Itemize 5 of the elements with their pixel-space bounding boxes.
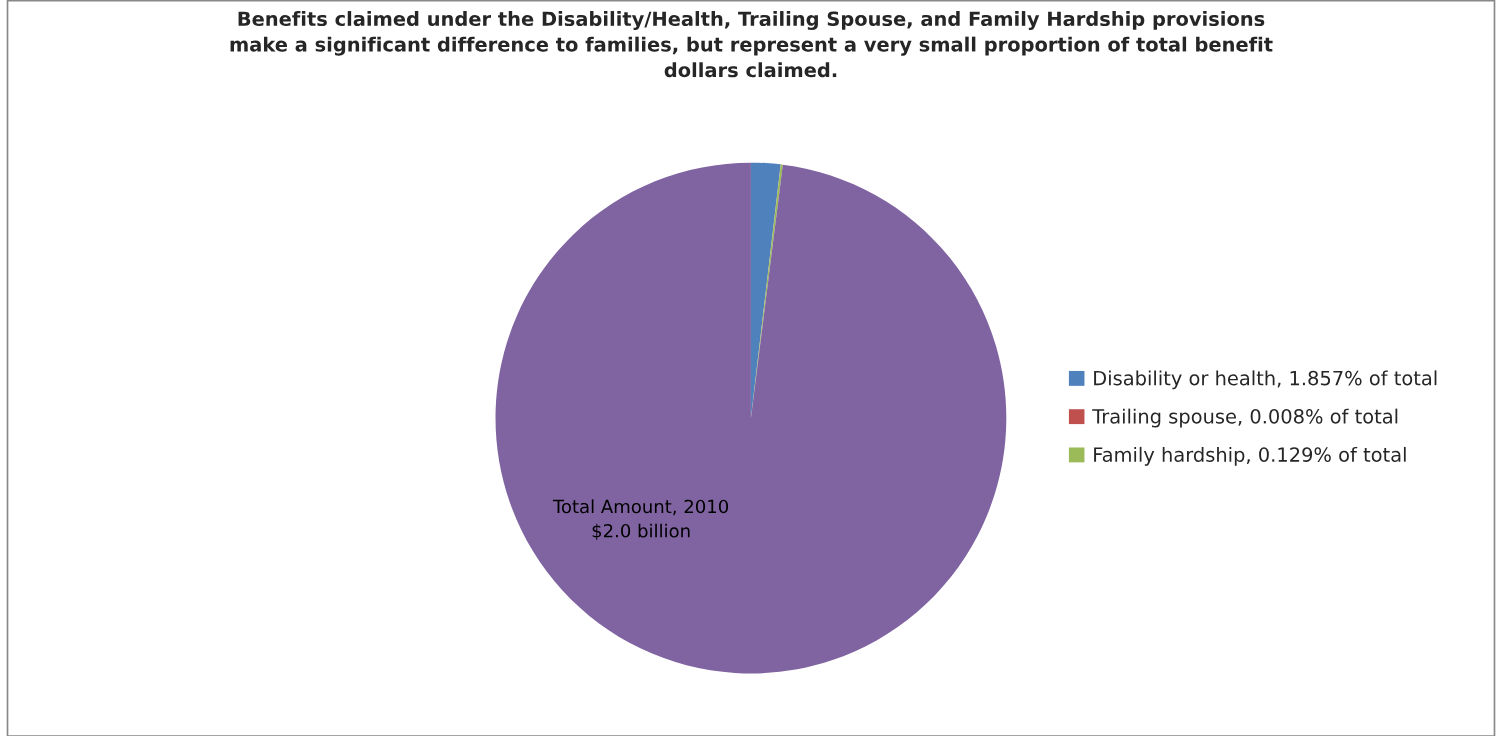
legend-label: Trailing spouse, 0.008% of total: [1092, 408, 1398, 428]
data-label: Total Amount, 2010 $2.0 billion: [552, 499, 729, 541]
legend-label: Family hardship, 0.129% of total: [1094, 446, 1406, 466]
chart-title: Benefits claimed under the Disability/Health, Trailing Spouse, and Family Hardship provisions make a significant difference to families, but represent a very small proportion of total benefit dollars claimed.: [230, 11, 1273, 78]
legend-label: Disability or health, 1.857% of total: [1094, 370, 1437, 390]
